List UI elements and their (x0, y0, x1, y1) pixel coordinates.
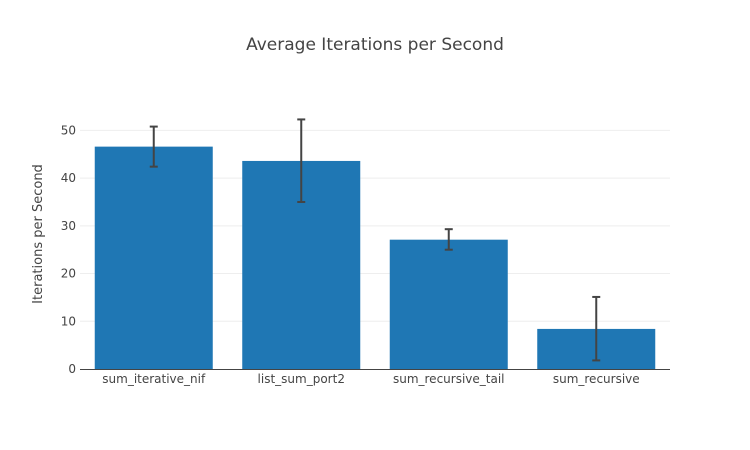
bar (94, 146, 213, 369)
bars (94, 146, 656, 369)
y-tick-label: 0 (68, 362, 76, 376)
error-bar (592, 295, 601, 362)
y-axis-ticks: 0 10 20 30 40 50 (61, 123, 76, 376)
y-tick-label: 50 (61, 123, 76, 137)
x-tick-label: sum_iterative_nif (102, 372, 206, 386)
y-tick-label: 10 (61, 314, 76, 328)
y-tick-label: 40 (61, 171, 76, 185)
y-tick-label: 30 (61, 219, 76, 233)
error-bar (297, 118, 306, 203)
x-tick-label: sum_recursive_tail (393, 372, 505, 386)
bar (389, 239, 508, 369)
y-axis-title: Iterations per Second (31, 164, 46, 304)
chart-title: Average Iterations per Second (246, 35, 504, 55)
error-bar (149, 125, 158, 168)
error-bars (149, 118, 601, 362)
error-bar (444, 228, 453, 251)
y-tick-label: 20 (61, 267, 76, 281)
x-axis-ticks: sum_iterative_nif list_sum_port2 sum_recur… (102, 372, 639, 386)
x-tick-label: sum_recursive (553, 372, 640, 386)
x-tick-label: list_sum_port2 (258, 372, 345, 386)
